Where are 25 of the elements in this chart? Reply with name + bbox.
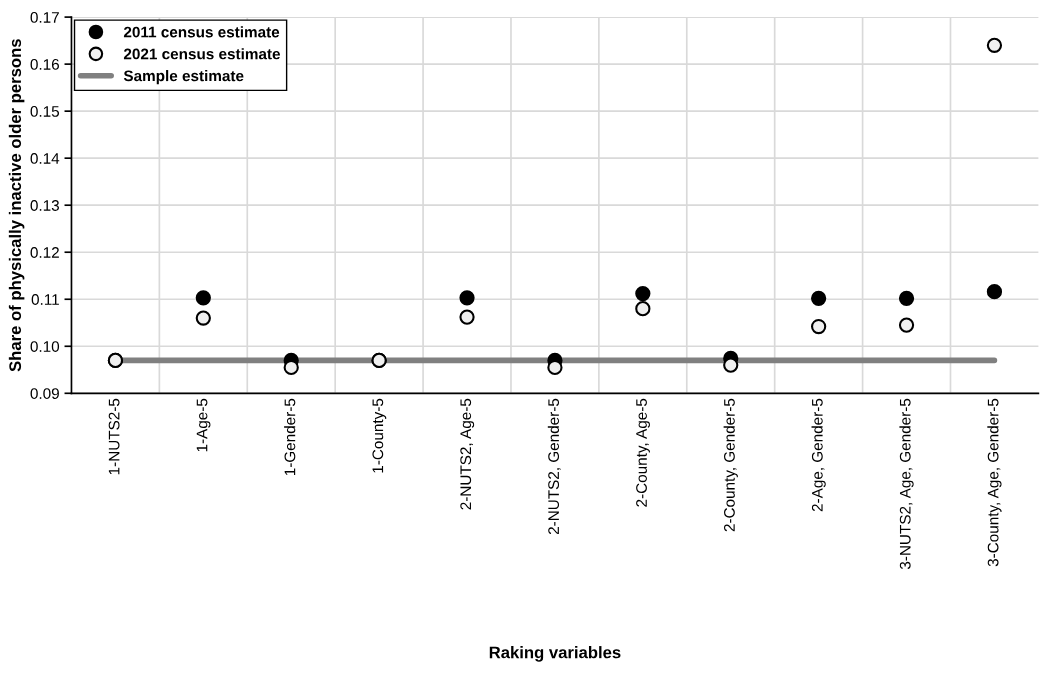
x-tick-label: 2-County, Gender-5	[723, 398, 738, 532]
x-tick-label: 1-Gender-5	[284, 398, 296, 476]
y-tick-label: 0.13	[30, 200, 59, 211]
x-tick-label: 2-NUTS2, Gender-5	[547, 398, 561, 535]
legend-label: 2021 census estimate	[123, 48, 281, 60]
y-tick-label: 0.16	[30, 58, 59, 70]
x-tick-label: 2-Age, Gender-5	[811, 398, 826, 512]
y-tick-label: 0.11	[31, 294, 59, 305]
legend-label: Sample estimate	[123, 70, 244, 85]
y-tick-label: 0.09	[30, 388, 59, 399]
x-tick-label: 3-NUTS2, Age, Gender-5	[899, 398, 914, 570]
legend-label: 2011 census estimate	[123, 26, 280, 38]
x-tick-label: 3-County, Age, Gender-5	[987, 398, 1002, 567]
y-tick-label: 0.14	[30, 153, 60, 164]
x-axis-title: Raking variables	[489, 646, 621, 662]
x-tick-label: 1-Age-5	[196, 398, 211, 452]
x-tick-label: 2-County, Age-5	[636, 398, 650, 507]
x-tick-label: 1-NUTS2-5	[108, 398, 120, 475]
y-tick-label: 0.10	[30, 341, 60, 352]
y-tick-label: 0.15	[30, 106, 60, 117]
x-tick-label: 2-NUTS2, Age-5	[460, 398, 475, 510]
y-axis-title: Share of physically inactive older persons	[8, 39, 25, 372]
y-tick-label: 0.12	[30, 247, 59, 258]
y-tick-label: 0.17	[30, 11, 59, 23]
x-tick-label: 1-County-5	[372, 398, 387, 473]
